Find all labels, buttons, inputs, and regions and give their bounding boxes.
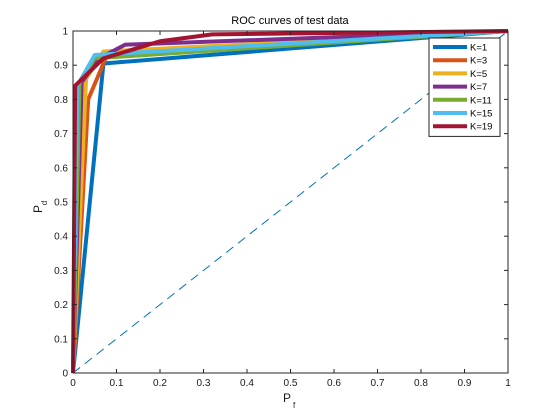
x-axis-label: P [283, 391, 291, 405]
x-axis-ticks: 0 0.1 0.2 0.3 0.4 0.5 0.6 0.7 0.8 0.9 1 [70, 31, 511, 389]
reference-diagonal-line [72, 30, 509, 374]
x-tick-label: 0.3 [197, 378, 211, 389]
x-tick-label: 0.9 [458, 378, 472, 389]
y-tick-label: 0.7 [54, 129, 68, 140]
y-tick-label: 0.1 [54, 334, 68, 345]
legend-label: K=1 [470, 43, 487, 54]
x-tick-label: 0.2 [153, 378, 167, 389]
y-tick-label: 0 [62, 369, 68, 380]
x-tick-label: 0.6 [327, 378, 341, 389]
x-tick-label: 0.1 [110, 378, 124, 389]
legend-label: K=7 [470, 82, 487, 93]
x-tick-label: 1 [505, 378, 511, 389]
y-tick-label: 0.9 [54, 61, 68, 72]
x-tick-label: 0 [70, 378, 76, 389]
legend: K=1 K=3 K=5 K=7 K=11 K=15 K=19 [428, 37, 501, 137]
reference-line-group [72, 30, 509, 374]
y-axis-label-subscript: d [40, 201, 49, 205]
x-tick-label: 0.8 [414, 378, 428, 389]
legend-label: K=5 [470, 69, 487, 80]
legend-label: K=15 [470, 109, 492, 120]
y-axis-ticks: 0 0.1 0.2 0.3 0.4 0.5 0.6 0.7 0.8 0.9 1 [54, 27, 508, 380]
x-tick-label: 0.4 [240, 378, 254, 389]
legend-label: K=3 [470, 56, 487, 67]
y-tick-label: 0.5 [54, 198, 68, 209]
y-tick-label: 0.2 [54, 300, 68, 311]
x-tick-label: 0.7 [371, 378, 385, 389]
y-tick-label: 0.6 [54, 163, 68, 174]
chart-title: ROC curves of test data [231, 15, 349, 27]
y-axis-label: P [31, 205, 45, 213]
legend-label: K=11 [470, 95, 492, 106]
x-tick-label: 0.5 [284, 378, 298, 389]
y-tick-label: 1 [62, 27, 68, 38]
x-axis-label-subscript: f [293, 401, 296, 410]
y-tick-label: 0.4 [54, 232, 68, 243]
legend-label: K=19 [470, 122, 492, 133]
y-tick-label: 0.3 [54, 266, 68, 277]
series-group [71, 29, 509, 374]
y-tick-label: 0.8 [54, 95, 68, 106]
